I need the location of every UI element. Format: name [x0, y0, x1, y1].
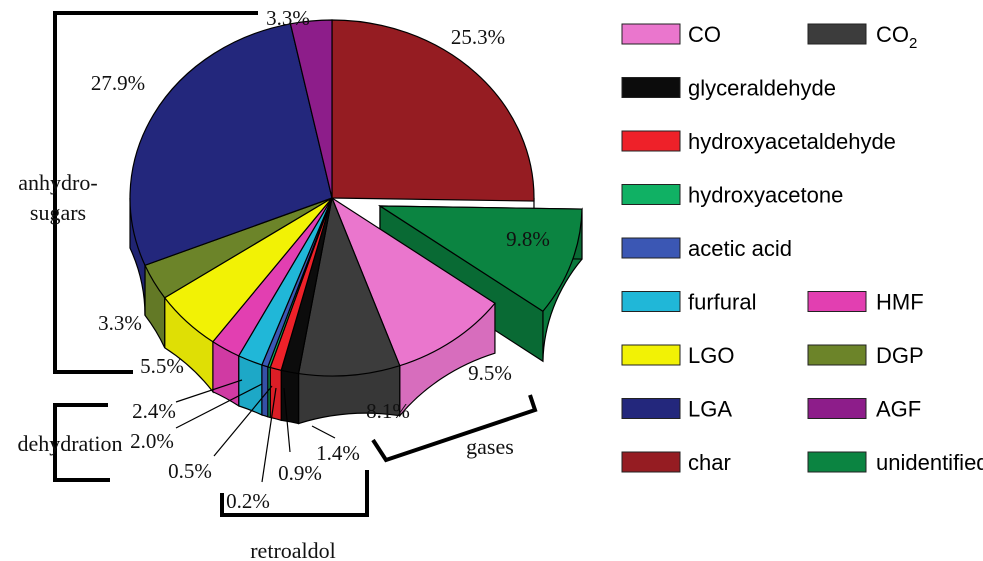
legend-label-subscript: 2	[909, 35, 917, 52]
legend-swatch-char	[621, 451, 681, 473]
legend-swatch-glyceraldehyde	[621, 77, 681, 98]
group-label-line: anhydro-	[18, 170, 97, 195]
legend-label-text: DGP	[876, 343, 924, 368]
legend-swatch-agf	[807, 398, 867, 419]
data-label-hydroxyacetone: 0.2%	[226, 489, 270, 513]
leader-line-furfural	[175, 383, 263, 429]
data-label-furfural: 2.0%	[130, 429, 174, 453]
legend-label-text: CO	[688, 22, 721, 47]
legend-label-dgp: DGP	[876, 343, 924, 368]
legend-label-agf: AGF	[876, 397, 921, 422]
annotation-layer: 25.3% 9.8% 9.5% 8.1%1.4%0.9% 0.2% 0.5% 2.0% 2.4…	[17, 6, 549, 561]
legend-swatch-lga	[621, 398, 681, 419]
legend-label-text: hydroxyacetone	[688, 183, 843, 208]
legend-label-co2: CO2	[876, 22, 917, 52]
group-label-line: dehydration	[17, 431, 122, 456]
group-label-anhydro-sugars: anhydro-sugars	[18, 170, 97, 225]
legend-swatch-hydroxyacetone	[621, 184, 681, 205]
legend-label-text: LGA	[688, 397, 732, 422]
pie-slice-unidentified	[377, 205, 583, 313]
group-label-line: sugars	[30, 200, 86, 225]
legend-label-glyceraldehyde: glyceraldehyde	[688, 76, 836, 101]
legend-label-text: unidentified	[876, 450, 983, 475]
data-label-unidentified: 9.8%	[506, 227, 550, 251]
pie-wall-acetic-acid	[261, 364, 269, 418]
legend-label-text: AGF	[876, 397, 921, 422]
legend-swatch-acetic-acid	[621, 237, 681, 259]
pie-slice-co	[330, 196, 496, 367]
group-label-dehydration: dehydration	[17, 431, 122, 456]
legend-swatch-furfural	[621, 291, 681, 312]
legend-swatch-lgo	[621, 344, 681, 366]
data-label-lga: 27.9%	[91, 71, 145, 95]
legend-label-text: acetic acid	[688, 236, 792, 261]
group-label-retroaldol: retroaldol	[250, 538, 336, 561]
legend-label-unidentified: unidentified	[876, 450, 983, 475]
legend: CO CO2glyceraldehydehydroxyacetaldehydehy…	[621, 22, 983, 475]
legend-label-text: HMF	[876, 290, 924, 315]
legend-swatch-dgp	[807, 344, 867, 366]
group-bracket-dehydration	[53, 403, 110, 482]
legend-label-text: LGO	[688, 343, 734, 368]
pie-wall-glyceraldehyde	[280, 369, 300, 425]
legend-label-text: hydroxyacetaldehyde	[688, 129, 896, 154]
group-bracket-anhydro-sugars	[53, 11, 258, 374]
legend-swatch-hmf	[807, 291, 867, 312]
legend-label-hydroxyacetaldehyde: hydroxyacetaldehyde	[688, 129, 896, 154]
pie-slice-lga	[129, 23, 333, 267]
legend-swatch-co2	[807, 23, 867, 45]
leader-line-hydroxyacetone	[261, 387, 277, 483]
data-label-lgo: 5.5%	[140, 354, 184, 378]
group-label-gases: gases	[466, 434, 514, 459]
legend-label-text: CO	[876, 22, 909, 47]
data-label-glyceraldehyde: 1.4%	[316, 441, 360, 465]
data-label-char: 25.3%	[451, 25, 505, 49]
legend-label-text: furfural	[688, 290, 756, 315]
data-label-hydroxyacetaldehyde: 0.9%	[278, 461, 322, 485]
legend-swatch-unidentified	[807, 451, 867, 473]
leader-line-hmf	[175, 379, 243, 403]
leader-line-hydroxyacetaldehyde	[283, 387, 291, 453]
legend-label-furfural: furfural	[688, 290, 756, 315]
leader-line-acetic-acid	[213, 385, 273, 457]
pie-layer	[129, 19, 583, 425]
data-label-agf: 3.3%	[266, 6, 310, 30]
legend-label-text: glyceraldehyde	[688, 76, 836, 101]
legend-swatch-hydroxyacetaldehyde	[621, 130, 681, 152]
legend-label-hmf: HMF	[876, 290, 924, 315]
pie-slice-char	[331, 19, 535, 202]
pie-slice-agf	[289, 19, 333, 199]
legend-label-co: CO	[688, 22, 721, 47]
legend-label-char: char	[688, 450, 731, 475]
data-label-hmf: 2.4%	[132, 399, 176, 423]
data-label-dgp: 3.3%	[98, 311, 142, 335]
legend-label-lga: LGA	[688, 397, 732, 422]
legend-swatch-co	[621, 23, 681, 45]
pie-top-faces	[129, 19, 583, 377]
legend-label-acetic-acid: acetic acid	[688, 236, 792, 261]
data-label-co2: 8.1%	[366, 399, 410, 423]
data-label-acetic-acid: 0.5%	[168, 459, 212, 483]
group-bracket-gases	[371, 394, 538, 463]
group-bracket-retroaldol	[220, 470, 369, 517]
data-label-co: 9.5%	[468, 361, 512, 385]
legend-label-hydroxyacetone: hydroxyacetone	[688, 183, 843, 208]
leader-line-glyceraldehyde	[311, 425, 336, 439]
group-label-line: retroaldol	[250, 538, 336, 561]
legend-label-text: char	[688, 450, 731, 475]
legend-label-lgo: LGO	[688, 343, 734, 368]
group-label-line: gases	[466, 434, 514, 459]
